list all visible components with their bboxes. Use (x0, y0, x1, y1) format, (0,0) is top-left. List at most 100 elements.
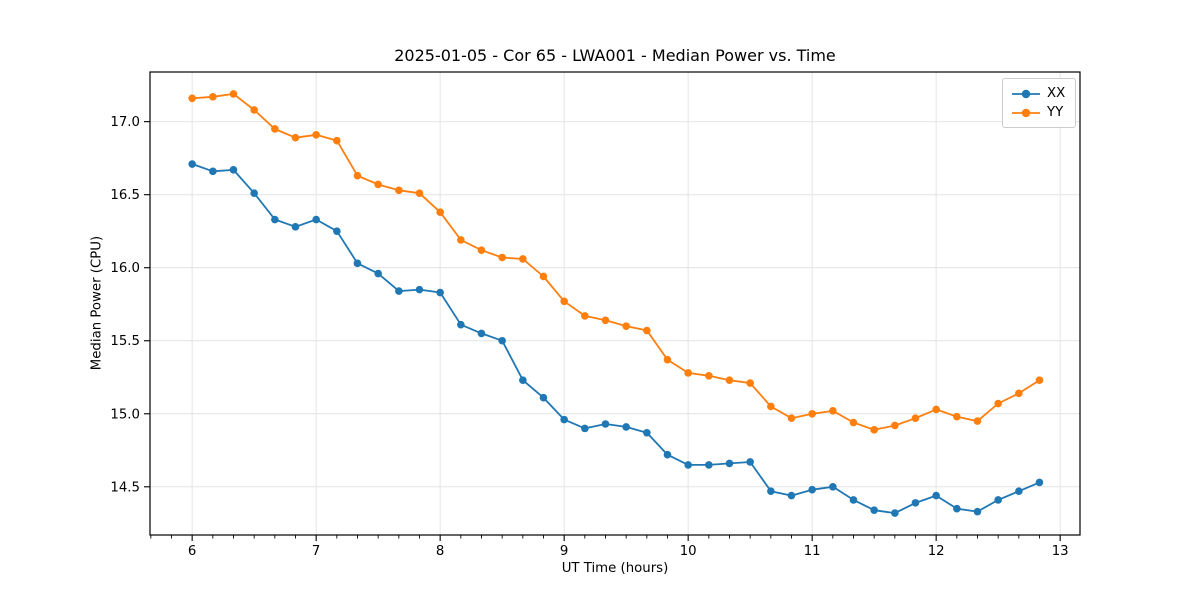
series-yy-marker (312, 131, 320, 139)
series-xx-marker (581, 424, 589, 433)
x-tick-label: 12 (928, 544, 945, 559)
legend-label: XX (1047, 86, 1066, 101)
axis-ticks (144, 121, 1061, 541)
series-yy-marker (560, 297, 568, 306)
series-xx-marker (643, 428, 651, 437)
series-xx-marker (725, 459, 734, 468)
series-xx-marker (229, 166, 238, 174)
series-xx-marker (973, 507, 982, 516)
series-xx-line (191, 163, 1040, 514)
series-xx-marker (353, 259, 362, 268)
y-tick-label: 16.0 (110, 261, 140, 276)
x-tick-label: 11 (804, 544, 821, 559)
series-xx-marker (953, 504, 961, 513)
series-yy-marker (953, 412, 961, 421)
series-xx-marker (1035, 478, 1044, 487)
series-yy-marker (684, 369, 692, 377)
x-tick-label: 9 (560, 544, 568, 559)
x-tick-label: 6 (188, 544, 196, 559)
series-yy-line (192, 93, 1040, 431)
series-yy-marker (932, 405, 940, 414)
series-yy-marker (601, 316, 610, 325)
series-xx-marker (271, 215, 279, 224)
chart-title: 2025-01-05 - Cor 65 - LWA001 - Median Po… (394, 46, 836, 65)
series-xx-marker (870, 506, 878, 514)
y-tick-label: 15.0 (110, 407, 140, 422)
y-tick-label: 17.0 (110, 115, 140, 130)
series-xx-marker (767, 487, 775, 495)
series-xx-marker (849, 496, 858, 504)
x-tick-label: 13 (1052, 544, 1069, 559)
legend-item-xx: XX (1011, 84, 1067, 103)
series-xx-marker (395, 287, 403, 295)
series-yy-marker (291, 133, 300, 142)
series-xx-marker (374, 269, 382, 278)
series-xx-marker (188, 160, 196, 168)
series-xx-marker (911, 499, 920, 507)
series-xx-marker (622, 423, 630, 431)
data-series (188, 90, 1044, 517)
series-xx-marker (519, 376, 527, 384)
series-yy-marker (829, 407, 837, 415)
gridlines (150, 72, 1080, 535)
series-xx-marker (829, 483, 837, 491)
series-yy-marker (353, 171, 362, 180)
series-yy-marker (457, 236, 465, 244)
series-xx-marker (498, 336, 506, 345)
series-yy-marker (229, 90, 238, 98)
series-xx-marker (291, 223, 300, 231)
tick-labels: 6 7 8 9 10 11 12 13 14.5 15.0 15.5 16.0 16.5 17.0 (110, 115, 1068, 559)
series-xx-marker (994, 496, 1002, 504)
series-yy-marker (498, 253, 506, 262)
x-tick-label: 8 (436, 544, 444, 559)
series-yy-marker (333, 136, 341, 145)
series-yy-marker (705, 371, 713, 380)
series-xx-marker (663, 450, 672, 459)
series-xx-marker (209, 167, 217, 176)
series-xx-marker (457, 320, 465, 329)
series-yy-marker (622, 322, 630, 330)
series-xx-marker (312, 215, 320, 224)
legend-item-yy: YY (1011, 103, 1067, 122)
series-xx-marker (787, 491, 796, 500)
x-tick-label: 7 (312, 544, 320, 559)
series-yy-marker (436, 208, 444, 217)
series-yy-marker (415, 189, 424, 198)
legend-swatch-line-dot-icon (1012, 89, 1040, 98)
series-yy-marker (209, 93, 217, 101)
series-xx-marker (415, 285, 424, 294)
series-yy-marker (395, 186, 403, 195)
series-yy-marker (870, 426, 878, 434)
series-xx-marker (746, 458, 754, 466)
series-yy-marker (767, 402, 775, 411)
x-axis-label: UT Time (hours) (561, 561, 669, 576)
legend-swatch-line-dot-icon (1012, 108, 1040, 117)
y-tick-label: 14.5 (110, 480, 140, 495)
series-yy-marker (911, 414, 920, 422)
legend-box: XX YY (1002, 78, 1076, 128)
series-xx-marker (250, 189, 258, 198)
series-yy-marker (250, 106, 258, 114)
series-yy-marker (808, 409, 816, 418)
series-xx-marker (601, 420, 610, 428)
series-yy-marker (973, 417, 982, 425)
series-yy-marker (1015, 389, 1023, 398)
series-yy-marker (746, 379, 754, 387)
plot-spine (149, 71, 1081, 536)
y-tick-label: 16.5 (110, 188, 140, 203)
series-yy-marker (188, 94, 196, 103)
series-yy-marker (849, 418, 858, 427)
plot-border (149, 71, 1081, 536)
series-yy-marker (581, 312, 589, 320)
y-tick-label: 15.5 (110, 334, 140, 349)
series-xx-marker (560, 415, 568, 424)
series-yy-marker (643, 326, 651, 335)
legend-label: YY (1047, 105, 1064, 120)
series-xx-marker (333, 227, 341, 236)
series-xx-marker (808, 485, 816, 494)
series-xx-marker (891, 509, 899, 517)
series-yy-marker (539, 272, 548, 281)
series-xx-marker (684, 461, 692, 469)
series-yy-marker (891, 421, 899, 430)
